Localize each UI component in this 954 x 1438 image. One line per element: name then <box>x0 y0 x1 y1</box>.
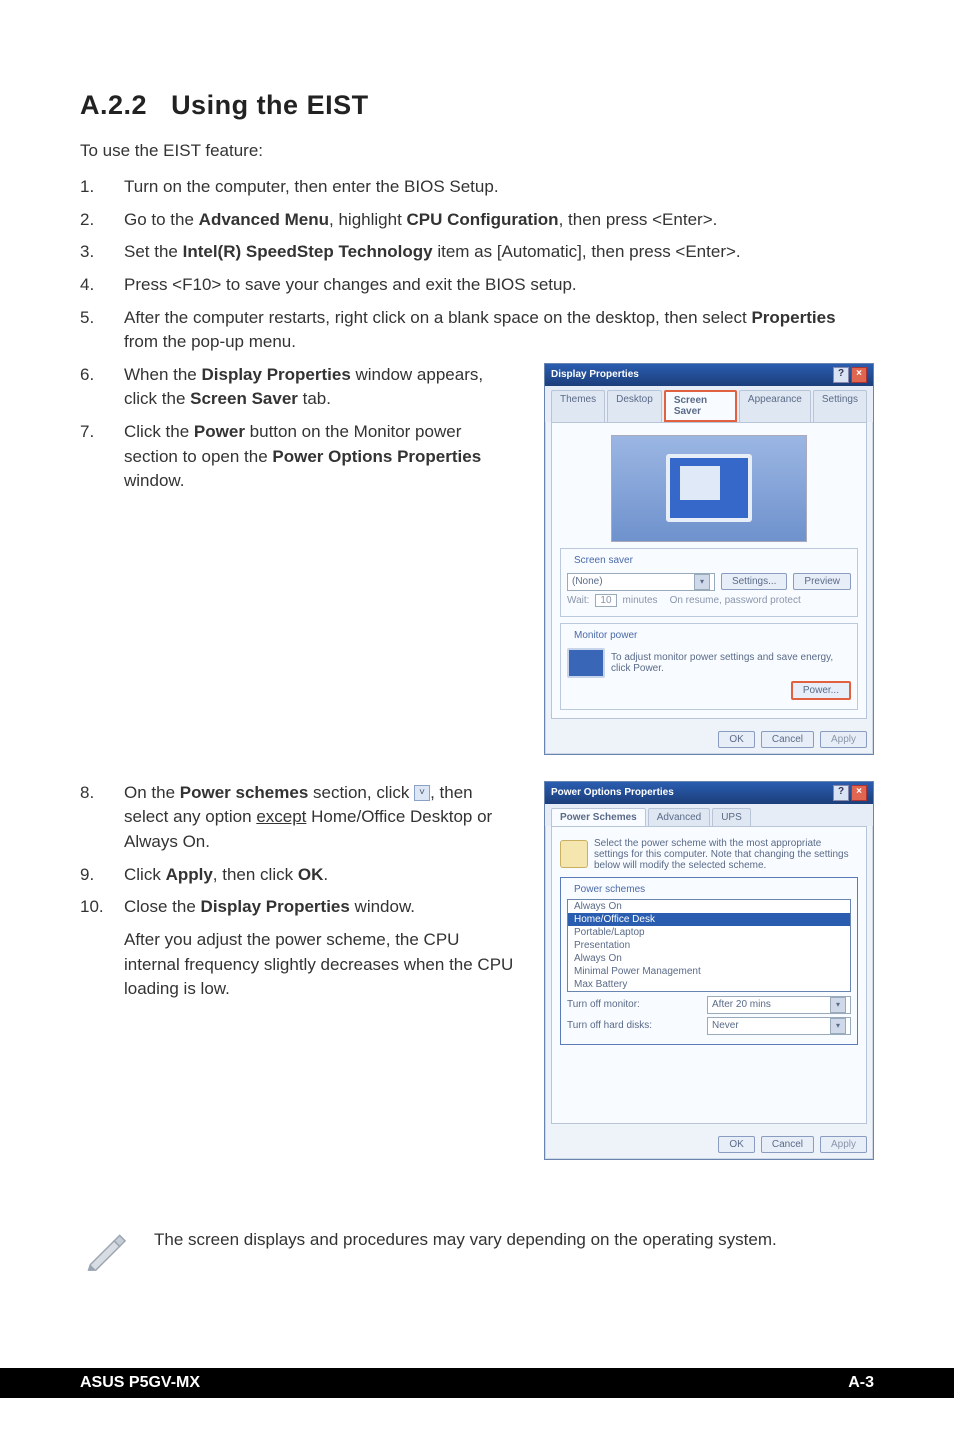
step-5: After the computer restarts, right click… <box>80 306 874 355</box>
wait-minutes: minutes <box>623 595 658 606</box>
chevron-down-icon[interactable]: ▾ <box>830 997 846 1013</box>
footer-left: ASUS P5GV-MX <box>80 1374 200 1392</box>
step-6: When the Display Properties window appea… <box>80 363 514 412</box>
power-schemes-group-label: Power schemes <box>571 884 648 895</box>
monitor-power-group-label: Monitor power <box>571 630 640 641</box>
power-options-window: Power Options Properties ? × Power Schem… <box>544 781 874 1160</box>
screensaver-group-label: Screen saver <box>571 555 636 566</box>
step-1-text: Turn on the computer, then enter the BIO… <box>124 177 499 196</box>
ok-button[interactable]: OK <box>718 1136 754 1153</box>
chevron-down-icon[interactable]: ▾ <box>694 574 710 590</box>
footer-right: A-3 <box>848 1374 874 1392</box>
wait-label: Wait: <box>567 595 589 606</box>
window-titlebar: Display Properties ? × <box>545 364 873 386</box>
pencil-icon <box>80 1228 130 1277</box>
after-adjust-text: After you adjust the power scheme, the C… <box>124 928 514 1002</box>
tab-themes[interactable]: Themes <box>551 390 605 422</box>
step-7: Click the Power button on the Monitor po… <box>80 420 514 494</box>
scheme-option[interactable]: Presentation <box>568 939 850 952</box>
window-title: Power Options Properties <box>551 787 674 798</box>
tab-bar: Themes Desktop Screen Saver Appearance S… <box>545 386 873 422</box>
power-schemes-dropdown[interactable]: Always On Home/Office Desk Portable/Lapt… <box>567 899 851 992</box>
step-8: On the Power schemes section, click ˅, t… <box>80 781 514 855</box>
scheme-option[interactable]: Always On <box>568 952 850 965</box>
tab-appearance[interactable]: Appearance <box>739 390 811 422</box>
ok-button[interactable]: OK <box>718 731 754 748</box>
cancel-button[interactable]: Cancel <box>761 731 814 748</box>
note-text: The screen displays and procedures may v… <box>154 1228 777 1252</box>
battery-icon <box>560 840 588 868</box>
tab-ups[interactable]: UPS <box>712 808 751 826</box>
wait-value[interactable]: 10 <box>595 594 616 607</box>
apply-button[interactable]: Apply <box>820 1136 867 1153</box>
turnoff-monitor-combo[interactable]: After 20 mins▾ <box>707 996 851 1014</box>
note-callout: The screen displays and procedures may v… <box>80 1220 874 1285</box>
help-icon[interactable]: ? <box>833 367 849 383</box>
window-controls: ? × <box>833 785 867 801</box>
scheme-option[interactable]: Portable/Laptop <box>568 926 850 939</box>
step-2: Go to the Advanced Menu, highlight CPU C… <box>80 208 874 233</box>
apply-button[interactable]: Apply <box>820 731 867 748</box>
close-icon[interactable]: × <box>851 785 867 801</box>
intro-text: To use the EIST feature: <box>80 141 874 161</box>
step-3: Set the Intel(R) SpeedStep Technology it… <box>80 240 874 265</box>
monitor-power-text: To adjust monitor power settings and sav… <box>611 652 851 674</box>
tab-desktop[interactable]: Desktop <box>607 390 662 422</box>
turnoff-monitor-label: Turn off monitor: <box>567 999 701 1010</box>
scheme-option[interactable]: Max Battery <box>568 978 850 991</box>
step-10: Close the Display Properties window. <box>80 895 514 920</box>
window-titlebar: Power Options Properties ? × <box>545 782 873 804</box>
dropdown-arrow-icon: ˅ <box>414 785 430 801</box>
screensaver-combo[interactable]: (None)▾ <box>567 573 715 591</box>
window-controls: ? × <box>833 367 867 383</box>
tab-bar: Power Schemes Advanced UPS <box>545 804 873 826</box>
page-footer: ASUS P5GV-MX A-3 <box>0 1368 954 1398</box>
turnoff-hd-combo[interactable]: Never▾ <box>707 1017 851 1035</box>
power-desc: Select the power scheme with the most ap… <box>594 838 858 871</box>
monitor-icon <box>567 648 605 678</box>
power-button[interactable]: Power... <box>791 681 851 700</box>
preview-button[interactable]: Preview <box>793 573 851 590</box>
scheme-option[interactable]: Minimal Power Management <box>568 965 850 978</box>
display-properties-window: Display Properties ? × Themes Desktop Sc… <box>544 363 874 755</box>
window-title: Display Properties <box>551 369 639 380</box>
step-4: Press <F10> to save your changes and exi… <box>80 273 874 298</box>
section-number: A.2.2 <box>80 90 147 120</box>
resume-checkbox-label[interactable]: On resume, password protect <box>670 595 801 606</box>
help-icon[interactable]: ? <box>833 785 849 801</box>
section-heading: A.2.2 Using the EIST <box>80 90 874 121</box>
tab-advanced[interactable]: Advanced <box>648 808 710 826</box>
close-icon[interactable]: × <box>851 367 867 383</box>
chevron-down-icon[interactable]: ▾ <box>830 1018 846 1034</box>
tab-power-schemes[interactable]: Power Schemes <box>551 808 646 826</box>
screensaver-preview <box>611 435 807 542</box>
cancel-button[interactable]: Cancel <box>761 1136 814 1153</box>
scheme-option-selected[interactable]: Home/Office Desk <box>568 913 850 926</box>
turnoff-hd-label: Turn off hard disks: <box>567 1020 701 1031</box>
settings-button[interactable]: Settings... <box>721 573 787 590</box>
step-1: Turn on the computer, then enter the BIO… <box>80 175 874 200</box>
section-title-text: Using the EIST <box>171 90 369 120</box>
tab-settings[interactable]: Settings <box>813 390 867 422</box>
scheme-option[interactable]: Always On <box>568 900 850 913</box>
tab-screen-saver[interactable]: Screen Saver <box>664 390 737 422</box>
step-9: Click Apply, then click OK. <box>80 863 514 888</box>
